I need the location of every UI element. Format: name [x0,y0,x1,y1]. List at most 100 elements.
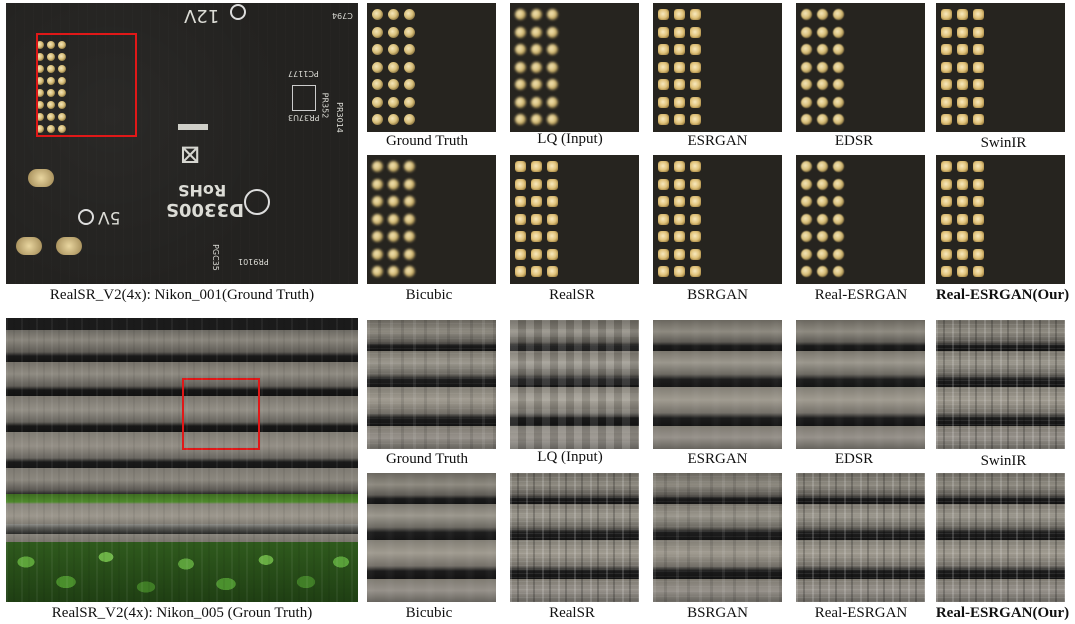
solder-pad [817,97,828,108]
solder-pad [941,44,952,55]
solder-pad [690,79,701,90]
solder-pad [941,196,952,207]
solder-pad [547,266,558,277]
solder-pad [973,9,984,20]
crop-real-esrgan [796,155,925,284]
solder-pad [404,9,415,20]
solder-pad [531,249,542,260]
solder-pad [973,161,984,172]
crop-bicubic [367,473,496,602]
crop-caption: SwinIR [936,452,1071,470]
solder-pad [833,249,844,260]
pcb-gold-pad-c [56,237,82,255]
solder-pad [658,231,669,242]
pad-grid [796,3,925,132]
solder-pad [547,27,558,38]
solder-pad [404,249,415,260]
solder-pad [531,9,542,20]
solder-pad [941,266,952,277]
solder-pad [388,62,399,73]
solder-pad [833,179,844,190]
solder-pad [833,231,844,242]
solder-pad [973,79,984,90]
crop-bicubic [367,155,496,284]
solder-pad [801,161,812,172]
solder-pad [833,9,844,20]
solder-pad [941,249,952,260]
solder-pad [372,231,383,242]
solder-pad [957,266,968,277]
solder-pad [957,161,968,172]
pad-grid [510,3,639,132]
solder-pad [957,9,968,20]
solder-pad [674,196,685,207]
solder-pad [817,27,828,38]
solder-pad [957,44,968,55]
solder-pad [658,179,669,190]
solder-pad [531,214,542,225]
solder-pad [547,161,558,172]
solder-pad [515,79,526,90]
crop-caption: Bicubic [367,286,491,304]
solder-pad [515,62,526,73]
solder-pad [801,214,812,225]
solder-pad [658,266,669,277]
solder-pad [388,249,399,260]
solder-pad [801,79,812,90]
solder-pad [531,114,542,125]
solder-pad [658,196,669,207]
solder-pad [531,266,542,277]
solder-pad [547,179,558,190]
solder-pad [973,44,984,55]
solder-pad [941,231,952,242]
solder-pad [801,44,812,55]
solder-pad [388,196,399,207]
solder-pad [817,62,828,73]
solder-pad [547,62,558,73]
pcb-gold-pad-b [16,237,42,255]
solder-pad [658,62,669,73]
solder-pad [801,62,812,73]
solder-pad [515,179,526,190]
solder-pad [957,249,968,260]
crop-esrgan [653,320,782,449]
crop-caption-ours: Real-ESRGAN(Our) [930,604,1075,622]
solder-pad [658,114,669,125]
solder-pad [658,249,669,260]
crop-caption: LQ (Input) [510,130,630,148]
crop-caption: Bicubic [367,604,491,622]
solder-pad [372,62,383,73]
solder-pad [372,97,383,108]
pcb-component-outline [292,85,316,111]
solder-pad [404,114,415,125]
solder-pad [372,9,383,20]
solder-pad [372,249,383,260]
crop-caption: ESRGAN [653,132,782,150]
crop-caption: Real-ESRGAN [796,286,926,304]
solder-pad [801,27,812,38]
crop-caption: Ground Truth [367,450,487,468]
solder-pad [388,231,399,242]
solder-pad [817,231,828,242]
solder-pad [833,62,844,73]
pcb-label-pr352: PR352 [320,93,329,119]
solder-pad [372,214,383,225]
solder-pad [404,196,415,207]
main-caption-nikon-005: RealSR_V2(4x): Nikon_005 (Groun Truth) [6,604,358,622]
solder-pad [658,214,669,225]
solder-pad [515,266,526,277]
pad-grid [367,155,496,284]
solder-pad [817,214,828,225]
pad-grid [510,155,639,284]
solder-pad [531,231,542,242]
solder-pad [388,161,399,172]
solder-pad [515,97,526,108]
solder-pad [531,62,542,73]
solder-pad [404,97,415,108]
solder-pad [973,196,984,207]
solder-pad [674,44,685,55]
pcb-label-pc1177: PC1177 [288,69,319,78]
solder-pad [515,9,526,20]
solder-pad [801,266,812,277]
crop-caption: RealSR [510,604,634,622]
